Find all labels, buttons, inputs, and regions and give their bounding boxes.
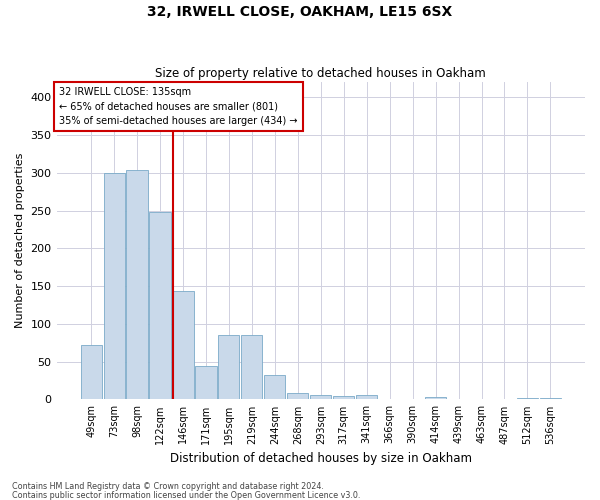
Bar [379,398,400,400]
Bar [517,398,538,400]
Text: 32, IRWELL CLOSE, OAKHAM, LE15 6SX: 32, IRWELL CLOSE, OAKHAM, LE15 6SX [148,5,452,19]
Bar [127,170,148,400]
Bar [310,395,331,400]
Bar [149,212,170,400]
Bar [104,174,125,400]
Bar [540,398,561,400]
Bar [356,395,377,400]
Bar [333,396,354,400]
Bar [218,335,239,400]
Bar [241,335,262,400]
Y-axis label: Number of detached properties: Number of detached properties [15,153,25,328]
Bar [425,397,446,400]
Text: Contains HM Land Registry data © Crown copyright and database right 2024.: Contains HM Land Registry data © Crown c… [12,482,324,491]
Title: Size of property relative to detached houses in Oakham: Size of property relative to detached ho… [155,66,486,80]
Bar [287,392,308,400]
Bar [80,345,101,400]
Bar [196,366,217,400]
Bar [264,375,286,400]
Text: Contains public sector information licensed under the Open Government Licence v3: Contains public sector information licen… [12,490,361,500]
X-axis label: Distribution of detached houses by size in Oakham: Distribution of detached houses by size … [170,452,472,465]
Text: 32 IRWELL CLOSE: 135sqm
← 65% of detached houses are smaller (801)
35% of semi-d: 32 IRWELL CLOSE: 135sqm ← 65% of detache… [59,87,298,126]
Bar [172,292,194,400]
